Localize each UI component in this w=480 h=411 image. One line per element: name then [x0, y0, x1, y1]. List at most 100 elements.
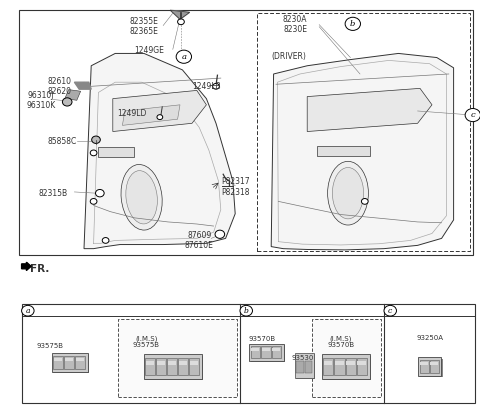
Bar	[75, 358, 84, 361]
Circle shape	[240, 305, 252, 316]
Circle shape	[90, 150, 97, 156]
Bar	[156, 358, 167, 375]
Text: (DRIVER): (DRIVER)	[271, 52, 306, 61]
Bar	[335, 360, 344, 365]
Polygon shape	[122, 105, 180, 125]
Bar	[296, 361, 304, 373]
Text: 82610
82620: 82610 82620	[48, 76, 72, 96]
Text: (I.M.S): (I.M.S)	[330, 336, 352, 342]
Circle shape	[384, 305, 396, 316]
Text: P82317
P82318: P82317 P82318	[221, 177, 250, 197]
Ellipse shape	[126, 171, 157, 224]
Bar	[317, 146, 370, 156]
Text: 93250A: 93250A	[416, 335, 443, 341]
Bar	[262, 348, 270, 351]
Text: 93570B: 93570B	[327, 342, 354, 348]
Text: 82315B: 82315B	[38, 189, 67, 198]
Bar	[295, 353, 314, 378]
Bar	[145, 358, 156, 375]
Polygon shape	[307, 88, 432, 132]
Text: c: c	[470, 111, 475, 119]
Bar	[189, 358, 199, 375]
Bar	[53, 356, 63, 369]
Circle shape	[102, 238, 109, 243]
Bar	[146, 360, 155, 365]
Bar	[64, 358, 73, 361]
Text: 93570B: 93570B	[248, 336, 275, 342]
Circle shape	[178, 19, 184, 25]
Polygon shape	[113, 90, 206, 132]
Text: FR.: FR.	[30, 264, 49, 274]
Bar	[251, 348, 259, 351]
Bar	[418, 357, 441, 376]
Circle shape	[92, 136, 100, 143]
Circle shape	[176, 50, 192, 63]
Polygon shape	[84, 53, 235, 249]
Bar	[53, 358, 62, 361]
Bar	[251, 346, 260, 358]
Bar	[251, 345, 285, 362]
Bar	[357, 360, 366, 365]
Text: a: a	[181, 53, 186, 61]
Bar	[53, 354, 89, 373]
Bar	[323, 356, 371, 380]
Bar	[357, 358, 367, 375]
Circle shape	[213, 83, 219, 89]
Bar	[430, 360, 439, 373]
Circle shape	[22, 305, 34, 316]
Bar	[312, 319, 381, 397]
Text: c: c	[388, 307, 392, 315]
Bar	[324, 360, 332, 365]
Bar	[272, 346, 281, 358]
Bar	[75, 356, 85, 369]
Bar	[430, 362, 438, 365]
Bar	[323, 358, 333, 375]
Bar	[305, 361, 312, 373]
Text: a: a	[25, 307, 30, 315]
Bar	[346, 360, 355, 365]
Bar	[168, 360, 176, 365]
Bar	[98, 147, 134, 157]
Bar	[118, 319, 237, 397]
Text: 1249LD: 1249LD	[117, 109, 147, 118]
Text: b: b	[244, 307, 249, 315]
FancyArrow shape	[22, 262, 31, 270]
Text: 93575B: 93575B	[37, 343, 64, 349]
Text: b: b	[350, 20, 356, 28]
Bar	[322, 354, 370, 379]
Circle shape	[157, 115, 163, 120]
Circle shape	[90, 199, 97, 204]
Bar	[19, 10, 473, 255]
Text: 1249LB: 1249LB	[192, 82, 221, 91]
Polygon shape	[170, 10, 190, 19]
Bar	[179, 360, 187, 365]
Text: 8230A
8230E: 8230A 8230E	[283, 15, 308, 35]
Bar	[178, 358, 188, 375]
Text: 87609
87610E: 87609 87610E	[185, 231, 214, 250]
Circle shape	[96, 189, 104, 197]
Polygon shape	[65, 90, 81, 100]
Bar	[272, 348, 280, 351]
Bar	[346, 358, 356, 375]
Text: 93530: 93530	[291, 356, 313, 361]
Text: 96310J
96310K: 96310J 96310K	[26, 91, 55, 111]
Circle shape	[465, 109, 480, 122]
Ellipse shape	[332, 168, 364, 219]
Bar	[249, 344, 284, 361]
Polygon shape	[74, 82, 91, 89]
Ellipse shape	[121, 164, 162, 230]
Bar	[420, 360, 429, 373]
Text: (I.M.S): (I.M.S)	[135, 336, 157, 342]
Bar	[22, 304, 475, 403]
Ellipse shape	[327, 161, 369, 225]
Circle shape	[361, 199, 368, 204]
Text: 82355E
82365E: 82355E 82365E	[130, 17, 158, 37]
Bar	[190, 360, 198, 365]
Bar	[145, 356, 203, 380]
Bar	[334, 358, 345, 375]
Bar	[420, 362, 428, 365]
Bar	[157, 360, 166, 365]
Bar	[64, 356, 74, 369]
Text: 85858C: 85858C	[48, 137, 77, 146]
Circle shape	[345, 17, 360, 30]
